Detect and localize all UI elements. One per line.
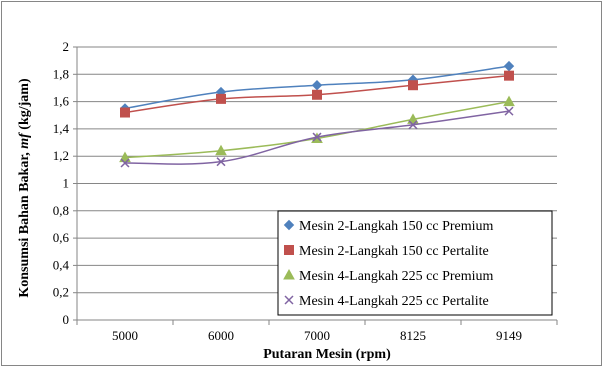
legend-marker [284,295,294,305]
series-4 [120,106,514,168]
y-tick-label: 0 [63,312,70,327]
data-point [408,80,418,91]
y-tick-label: 1,8 [53,66,69,81]
axes [76,47,558,325]
series-line [124,100,510,159]
data-point [120,158,130,168]
y-tick-label: 0,6 [53,230,70,245]
x-tick-label: 6000 [208,328,234,343]
legend-label: Mesin 2-Langkah 150 cc Pertalite [299,244,489,259]
x-tick-labels: 5000 6000 7000 8125 9149 [112,328,522,343]
legend-item: Mesin 4-Langkah 225 cc Pertalite [284,294,489,309]
data-point [407,113,419,124]
data-point [503,95,515,107]
y-tick-label: 1,4 [53,121,70,136]
legend-marker [283,268,295,280]
data-point [504,106,514,116]
data-point [311,80,323,91]
data-point [408,120,418,130]
data-point [312,132,322,142]
legend-marker [284,245,294,255]
x-tick-label: 8125 [400,328,426,343]
legend-label: Mesin 4-Langkah 225 cc Pertalite [299,294,489,309]
series-1 [119,60,515,114]
legend-label: Mesin 2-Langkah 150 cc Premium [299,219,494,234]
legend-marker [283,219,295,231]
x-tick-label: 5000 [112,328,138,343]
y-tick-label: 1,6 [53,94,70,109]
y-tick-label: 0,2 [53,285,69,300]
series-2 [120,70,514,118]
data-point [216,157,226,167]
legend: Mesin 2-Langkah 150 cc Premium Mesin 2-La… [277,210,553,316]
data-point [503,60,515,72]
y-axis-title-variable: mf [17,132,32,149]
series [119,60,515,168]
y-tick-label: 1,2 [53,148,69,163]
legend-box [277,210,553,316]
data-point [120,107,130,118]
data-point [216,93,226,104]
y-tick-label: 0,8 [53,203,69,218]
x-tick-label: 7000 [304,328,330,343]
data-point [119,151,131,163]
legend-item: Mesin 2-Langkah 150 cc Pertalite [284,244,489,259]
legend-item: Mesin 4-Langkah 225 cc Premium [283,268,494,284]
y-tick-label: 0,4 [53,257,70,272]
legend-item: Mesin 2-Langkah 150 cc Premium [283,219,494,234]
y-tick-label: 2 [63,39,70,54]
y-tick-label: 1 [63,176,70,191]
y-tick-labels: 0 0,2 0,4 0,6 0,8 1 1,2 1,4 1,6 1,8 2 [53,39,70,327]
x-axis-title: Putaran Mesin (rpm) [263,347,391,362]
y-axis-title-unit: (kg/jam) [17,78,32,133]
data-point [504,70,514,81]
y-axis-title: Konsumsi Bahan Bakar, mf (kg/jam) [17,78,32,298]
x-tick-label: 9149 [496,328,522,343]
y-axis-title-prefix: Konsumsi Bahan Bakar, [17,149,32,298]
data-point [215,144,227,156]
data-point [312,89,322,100]
legend-label: Mesin 4-Langkah 225 cc Premium [299,269,494,284]
